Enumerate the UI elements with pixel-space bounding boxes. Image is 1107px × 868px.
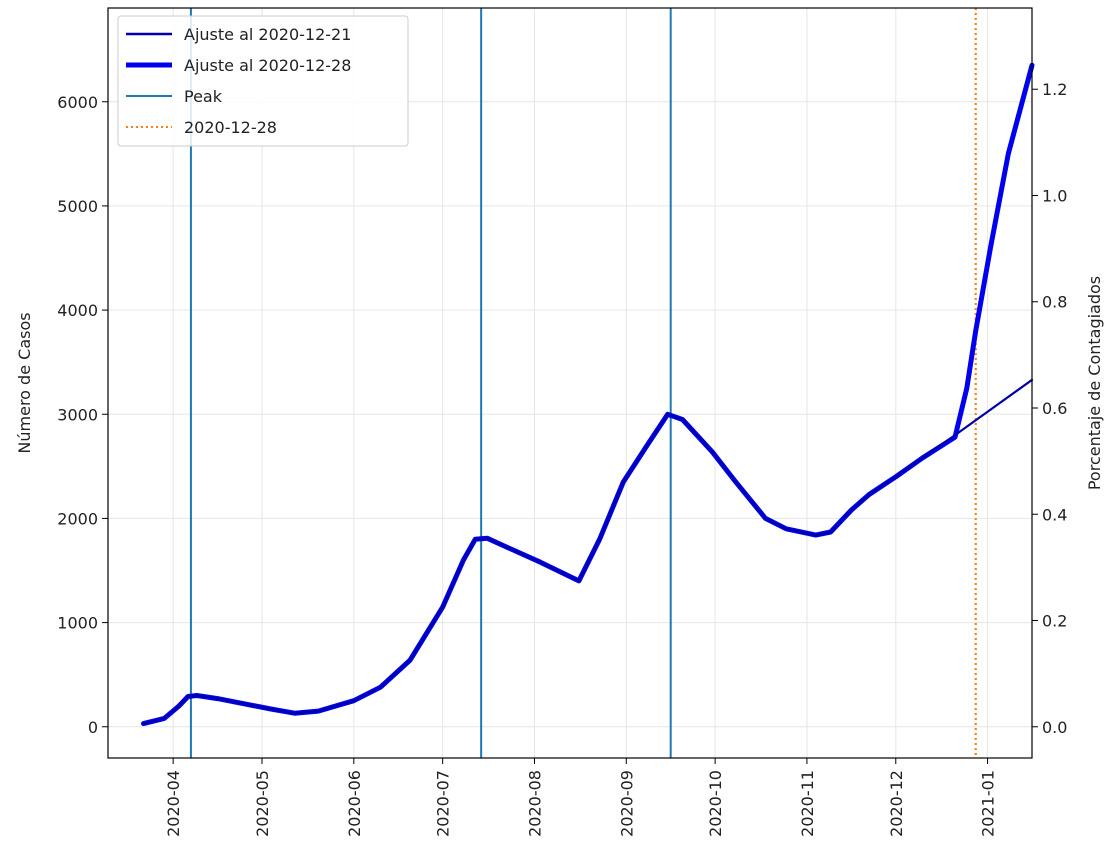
legend-label-date-line: 2020-12-28: [184, 118, 277, 137]
legend-box: [117, 15, 409, 147]
x-tick-label: 2020-07: [434, 770, 453, 837]
series-line-ajuste-1221: [142, 378, 1034, 725]
x-tick-label: 2020-05: [253, 770, 272, 837]
y-tick-label: 0: [88, 718, 98, 737]
x-tick-label: 2020-09: [617, 770, 636, 837]
legend-label-ajuste-1221: Ajuste al 2020-12-21: [184, 25, 351, 44]
y-axis-right-label: Porcentaje de Contagiados: [1085, 276, 1104, 490]
legend: Ajuste al 2020-12-21 Ajuste al 2020-12-2…: [117, 15, 409, 147]
x-tick-label: 2020-10: [706, 770, 725, 837]
y-tick-label: 2000: [57, 509, 98, 528]
grid: [108, 8, 1032, 758]
x-tick-label: 2020-12: [887, 770, 906, 837]
y-right-tick-label: 1.2: [1042, 80, 1067, 99]
legend-label-ajuste-1228: Ajuste al 2020-12-28: [184, 56, 351, 75]
y-right-tick-label: 1.0: [1042, 186, 1067, 205]
plot-frame: [107, 7, 1033, 759]
vertical-lines: [189, 8, 977, 758]
y-tick-label: 5000: [57, 197, 98, 216]
y-tick-label: 1000: [57, 614, 98, 633]
y-right-tick-label: 0.2: [1042, 612, 1067, 631]
y-axis-right: 0.0 0.2 0.4 0.6 0.8 1.0 1.2: [1032, 80, 1067, 737]
x-axis: 2020-04 2020-05 2020-06 2020-07 2020-08 2020-…: [164, 758, 998, 837]
legend-label-peak: Peak: [184, 87, 223, 106]
x-tick-label: 2021-01: [979, 770, 998, 837]
y-right-tick-label: 0.4: [1042, 505, 1067, 524]
y-axis-left: 0 1000 2000 3000 4000 5000 6000: [57, 93, 108, 737]
y-right-tick-label: 0.6: [1042, 399, 1067, 418]
y-tick-label: 6000: [57, 93, 98, 112]
x-tick-label: 2020-08: [525, 770, 544, 837]
x-tick-label: 2020-11: [798, 770, 817, 837]
y-right-tick-label: 0.8: [1042, 293, 1067, 312]
y-right-tick-label: 0.0: [1042, 718, 1067, 737]
y-tick-label: 3000: [57, 405, 98, 424]
x-tick-label: 2020-06: [345, 770, 364, 837]
y-axis-label: Número de Casos: [15, 312, 34, 453]
series-line-ajuste-1228: [141, 62, 1035, 727]
x-tick-label: 2020-04: [164, 770, 183, 837]
series-lines: [141, 62, 1035, 727]
y-tick-label: 4000: [57, 301, 98, 320]
